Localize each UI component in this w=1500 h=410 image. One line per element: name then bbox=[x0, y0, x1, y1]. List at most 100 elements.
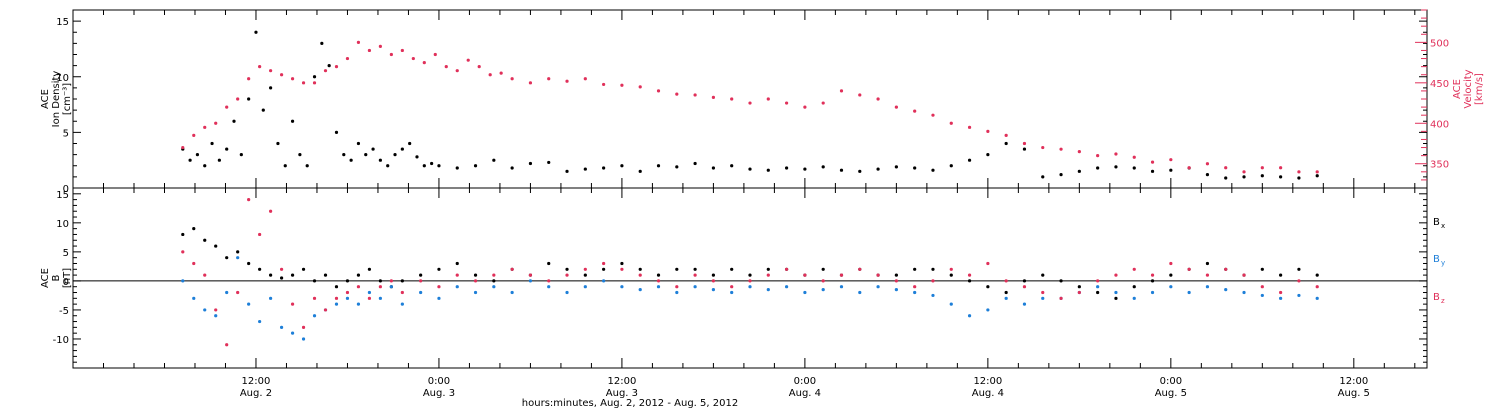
density-point bbox=[1169, 168, 1173, 172]
b-tick-label: -5 bbox=[59, 306, 69, 317]
bz-point bbox=[748, 279, 752, 283]
density-point bbox=[378, 158, 382, 162]
by-point bbox=[1041, 296, 1045, 300]
by-point bbox=[312, 314, 317, 318]
bz-point bbox=[967, 273, 972, 277]
density-point bbox=[1297, 176, 1301, 180]
bz-point bbox=[913, 285, 917, 289]
by-point bbox=[1224, 288, 1228, 292]
by-point bbox=[583, 285, 587, 289]
time-tick-label: 0:00 bbox=[428, 376, 450, 387]
velocity-point bbox=[1150, 160, 1155, 164]
bz-point bbox=[949, 267, 953, 271]
density-point bbox=[565, 169, 569, 173]
density-point bbox=[748, 167, 752, 171]
bz-point bbox=[214, 308, 218, 312]
bz-point bbox=[356, 285, 361, 289]
bz-point bbox=[247, 198, 251, 202]
b-axis-label: ACE bbox=[40, 268, 51, 288]
velocity-point bbox=[620, 83, 624, 87]
density-point bbox=[583, 167, 587, 171]
by-point bbox=[290, 331, 295, 335]
by-point bbox=[1279, 296, 1283, 300]
density-point bbox=[656, 164, 661, 168]
bx-point bbox=[455, 261, 459, 266]
bz-point bbox=[1242, 273, 1246, 277]
bx-point bbox=[931, 267, 935, 271]
bx-point bbox=[1077, 285, 1081, 289]
by-point bbox=[367, 290, 372, 295]
bx-point bbox=[214, 244, 218, 248]
density-point bbox=[356, 141, 361, 146]
bz-point bbox=[1022, 285, 1027, 289]
density-tick-label: 0 bbox=[63, 184, 69, 195]
velocity-point bbox=[949, 121, 953, 125]
by-point bbox=[1315, 296, 1319, 300]
by-point bbox=[821, 288, 825, 292]
density-point bbox=[1132, 166, 1136, 170]
density-point bbox=[437, 164, 441, 168]
density-point bbox=[203, 164, 207, 168]
by-point bbox=[1150, 290, 1155, 295]
x-axis-label: hours:minutes, Aug. 2, 2012 - Aug. 5, 20… bbox=[522, 398, 738, 409]
bz-point bbox=[323, 308, 328, 312]
density-point bbox=[247, 97, 251, 101]
bz-point bbox=[1150, 273, 1155, 277]
velocity-point bbox=[488, 73, 492, 77]
bx-point bbox=[247, 261, 251, 266]
density-point bbox=[327, 64, 331, 68]
bz-point bbox=[258, 232, 262, 237]
bx-point bbox=[675, 267, 679, 271]
density-point bbox=[342, 153, 346, 157]
density-point bbox=[1205, 173, 1210, 177]
density-point bbox=[349, 158, 353, 162]
legend-label-z: B bbox=[1433, 292, 1440, 303]
velocity-axis-label: Velocity bbox=[1463, 69, 1474, 108]
time-tick-label: 12:00 bbox=[1339, 376, 1368, 387]
velocity-point bbox=[203, 125, 207, 129]
density-point bbox=[290, 119, 295, 123]
density-point bbox=[1242, 175, 1246, 179]
bx-point bbox=[192, 227, 196, 231]
by-point bbox=[803, 290, 807, 295]
velocity-point bbox=[290, 77, 295, 81]
bx-point bbox=[279, 276, 284, 280]
by-point bbox=[389, 285, 393, 289]
bz-point bbox=[1315, 285, 1319, 289]
bx-point bbox=[492, 279, 496, 283]
bx-point bbox=[638, 267, 642, 271]
bx-point bbox=[473, 273, 478, 277]
bz-point bbox=[334, 296, 339, 300]
density-point bbox=[393, 153, 397, 157]
by-point bbox=[1187, 290, 1191, 295]
density-point bbox=[784, 166, 789, 170]
bz-point bbox=[858, 267, 862, 271]
bx-point bbox=[1169, 273, 1173, 277]
velocity-point bbox=[192, 133, 196, 138]
bz-point bbox=[583, 267, 587, 271]
density-point bbox=[1224, 176, 1228, 180]
velocity-point bbox=[345, 56, 350, 61]
density-point bbox=[261, 108, 265, 112]
by-point bbox=[913, 290, 917, 295]
bz-point bbox=[301, 325, 306, 329]
density-point bbox=[334, 130, 339, 134]
density-point bbox=[821, 165, 825, 169]
bz-point bbox=[1004, 279, 1008, 283]
bz-point bbox=[1169, 261, 1173, 266]
velocity-point bbox=[367, 48, 372, 53]
by-point bbox=[730, 290, 734, 295]
time-tick-label: 12:00 bbox=[608, 376, 637, 387]
velocity-point bbox=[258, 65, 262, 69]
bz-point bbox=[839, 273, 844, 277]
bx-point bbox=[419, 273, 423, 277]
density-point bbox=[232, 119, 236, 123]
density-point bbox=[298, 153, 302, 157]
velocity-point bbox=[499, 71, 503, 75]
by-point bbox=[858, 290, 862, 295]
bz-point bbox=[656, 279, 661, 283]
legend-subscript-z: z bbox=[1441, 297, 1445, 305]
velocity-point bbox=[583, 77, 587, 81]
velocity-point bbox=[821, 101, 825, 105]
